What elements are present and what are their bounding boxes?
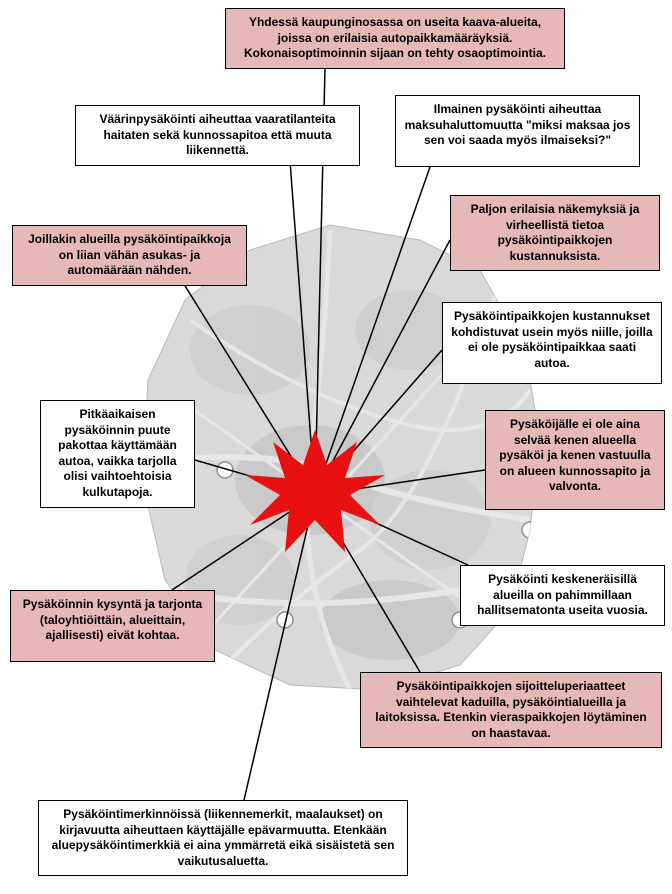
box-text: Joillakin alueilla pysäköintipaikkoja on… [28, 232, 231, 277]
box-kaava-alueet: Yhdessä kaupunginosassa on useita kaava-… [225, 8, 565, 69]
box-text: Väärinpysäköinti aiheuttaa vaaratilantei… [99, 112, 335, 157]
box-vaarinpysakointi: Väärinpysäköinti aiheuttaa vaaratilantei… [75, 105, 360, 166]
box-text: Pysäköijälle ei ole aina selvää kenen al… [499, 417, 650, 493]
box-merkinnat: Pysäköintimerkinnöissä (liikennemerkit, … [38, 800, 408, 876]
box-text: Pysäköintipaikkojen sijoitteluperiaattee… [375, 679, 646, 740]
starburst-icon [245, 430, 385, 560]
box-text: Ilmainen pysäköinti aiheuttaa maksuhalut… [405, 102, 631, 147]
box-text: Pitkäaikaisen pysäköinnin puute pakottaa… [58, 407, 177, 499]
box-keskeneraiset: Pysäköinti keskeneräisillä alueilla on p… [460, 565, 665, 626]
box-text: Paljon erilaisia näkemyksiä ja virheelli… [471, 202, 640, 263]
box-sijoitteluperiaatteet: Pysäköintipaikkojen sijoitteluperiaattee… [360, 672, 662, 748]
box-text: Pysäköinti keskeneräisillä alueilla on p… [477, 572, 648, 617]
box-text: Pysäköintimerkinnöissä (liikennemerkit, … [52, 807, 395, 868]
box-text: Pysäköinnin kysyntä ja tarjonta (taloyht… [23, 597, 202, 642]
box-ilmainen-pysakointi: Ilmainen pysäköinti aiheuttaa maksuhalut… [395, 95, 640, 167]
box-nakemykset: Paljon erilaisia näkemyksiä ja virheelli… [450, 195, 660, 271]
box-liian-vahan-paikkoja: Joillakin alueilla pysäköintipaikkoja on… [12, 225, 247, 286]
box-pitkaaikainen: Pitkäaikaisen pysäköinnin puute pakottaa… [40, 400, 195, 508]
box-kysynta-tarjonta: Pysäköinnin kysyntä ja tarjonta (taloyht… [10, 590, 215, 662]
box-kustannukset: Pysäköintipaikkojen kustannukset kohdist… [442, 302, 662, 384]
box-text: Yhdessä kaupunginosassa on useita kaava-… [244, 15, 546, 60]
box-text: Pysäköintipaikkojen kustannukset kohdist… [451, 309, 652, 370]
box-vastuu: Pysäköijälle ei ole aina selvää kenen al… [485, 410, 665, 510]
